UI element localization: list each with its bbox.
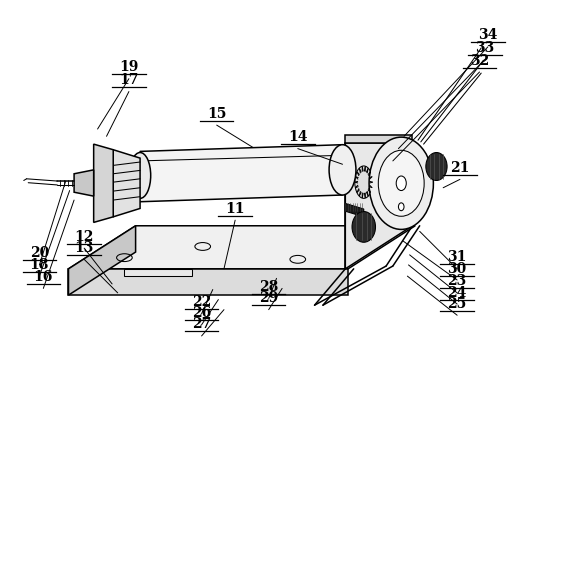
Polygon shape	[345, 203, 364, 217]
Text: 24: 24	[447, 286, 467, 300]
Polygon shape	[69, 226, 135, 295]
Text: 20: 20	[30, 246, 49, 260]
Polygon shape	[69, 269, 348, 295]
Ellipse shape	[369, 137, 433, 229]
Text: 16: 16	[34, 270, 53, 284]
Polygon shape	[94, 144, 113, 222]
Polygon shape	[69, 226, 415, 269]
Ellipse shape	[378, 151, 424, 216]
Text: 32: 32	[470, 54, 489, 68]
Text: 31: 31	[447, 250, 467, 265]
Text: 30: 30	[447, 262, 467, 276]
Text: 27: 27	[192, 318, 211, 332]
Ellipse shape	[398, 203, 404, 211]
Text: 18: 18	[30, 258, 49, 272]
Ellipse shape	[355, 166, 373, 198]
Polygon shape	[345, 135, 413, 143]
Ellipse shape	[129, 152, 151, 198]
Text: 11: 11	[225, 202, 245, 216]
Polygon shape	[140, 145, 342, 202]
Ellipse shape	[396, 176, 406, 191]
Text: 26: 26	[192, 306, 211, 320]
Ellipse shape	[426, 152, 447, 181]
Text: 17: 17	[119, 73, 139, 87]
Text: 14: 14	[288, 130, 307, 144]
Polygon shape	[74, 170, 94, 196]
Polygon shape	[113, 150, 140, 217]
Text: 34: 34	[478, 28, 497, 42]
Polygon shape	[345, 143, 413, 269]
Text: 21: 21	[450, 161, 470, 175]
Text: 28: 28	[259, 280, 278, 294]
Ellipse shape	[329, 145, 356, 195]
Text: 23: 23	[447, 275, 467, 288]
Text: 19: 19	[119, 60, 139, 74]
Polygon shape	[124, 269, 192, 276]
Ellipse shape	[352, 212, 375, 242]
Text: 33: 33	[475, 41, 495, 55]
Text: 15: 15	[207, 106, 226, 121]
Text: 29: 29	[259, 291, 278, 305]
Text: 13: 13	[75, 241, 94, 255]
Text: 12: 12	[75, 230, 94, 243]
Text: 22: 22	[192, 295, 211, 309]
Text: 25: 25	[447, 297, 467, 311]
